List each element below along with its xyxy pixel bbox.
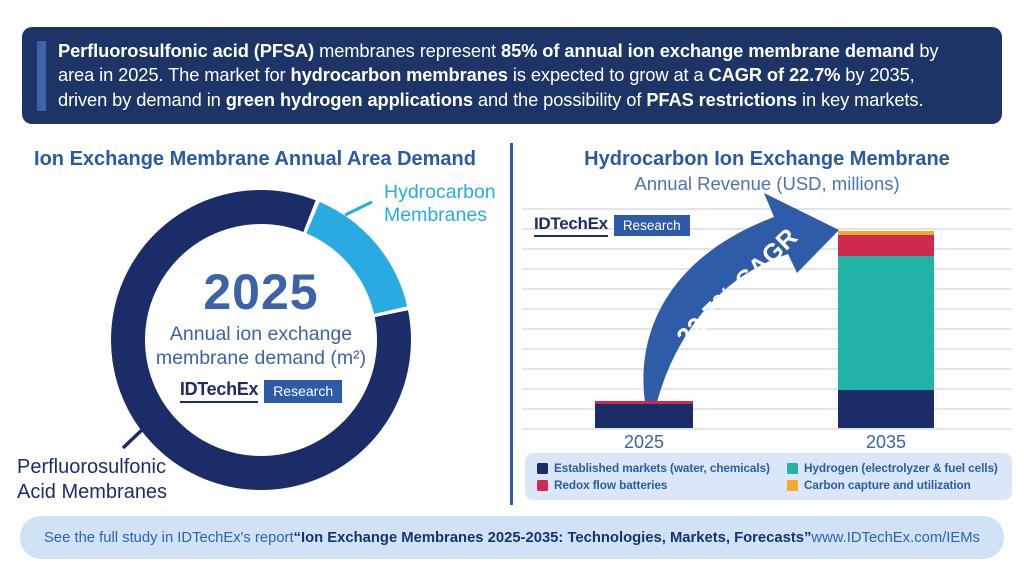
text-segment: PFAS restrictions — [646, 88, 798, 110]
text-segment: in key markets. — [797, 88, 924, 110]
banner-line-2: area in 2025. The market for hydrocarbon… — [58, 63, 938, 88]
idtechex-logo-wordmark: IDTechEx — [534, 214, 608, 237]
cagr-arrow-body — [643, 193, 839, 402]
pfsa-callout-line — [121, 425, 147, 450]
report-title: “Ion Exchange Membranes 2025-2035: Techn… — [293, 529, 812, 546]
gridline — [522, 288, 1012, 290]
text-segment: hydrocarbon membranes — [290, 64, 508, 86]
report-url[interactable]: www.IDTechEx.com/IEMs — [811, 529, 980, 546]
text-segment: area in 2025. The market for — [58, 64, 291, 86]
legend-label: Redox flow batteries — [554, 478, 668, 492]
text-segment: Perfluorosulfonic acid (PFSA) — [58, 39, 315, 61]
legend: Established markets (water, chemicals) Hy… — [525, 453, 1012, 500]
donut-chart-title: Ion Exchange Membrane Annual Area Demand — [34, 148, 476, 170]
legend-swatch — [787, 479, 798, 491]
bar-chart-subtitle: Annual Revenue (USD, millions) — [634, 173, 900, 194]
gridline — [522, 208, 1012, 210]
text-segment: by 2035, — [840, 64, 915, 86]
banner-line-3: driven by demand in green hydrogen appli… — [58, 88, 938, 113]
legend-label: Established markets (water, chemicals) — [554, 461, 770, 475]
idtechex-logo-research-badge: Research — [613, 215, 690, 236]
donut-segment-hydrocarbon — [305, 201, 408, 315]
text-segment: 85% of annual ion exchange membrane dema… — [501, 39, 915, 61]
gridline — [522, 408, 1012, 410]
bar-2035-segment — [838, 235, 934, 256]
legend-swatch — [537, 479, 548, 491]
idtechex-logo-chart: IDTechEx Research — [534, 214, 690, 237]
donut-center-subtitle: Annual ion exchange membrane demand (m²) — [155, 323, 367, 369]
summary-banner: Perfluorosulfonic acid (PFSA) membranes … — [22, 27, 1002, 124]
panel-divider — [510, 143, 513, 505]
text-segment: membranes represent — [314, 39, 501, 61]
legend-swatch — [537, 462, 548, 474]
legend-item: Established markets (water, chemicals) — [537, 461, 787, 475]
x-axis-label-2035: 2035 — [865, 432, 907, 452]
text-segment: is expected to grow at a — [507, 64, 709, 86]
hydrocarbon-callout-line — [344, 200, 373, 217]
banner-accent-bar — [37, 40, 46, 111]
pfsa-segment-label: Perfluorosulfonic Acid Membranes — [17, 456, 168, 503]
x-axis-label-2025: 2025 — [623, 432, 665, 452]
banner-line-1: Perfluorosulfonic acid (PFSA) membranes … — [58, 39, 939, 64]
hydrocarbon-segment-label: Hydrocarbon Membranes — [384, 181, 496, 226]
text-segment: green hydrogen applications — [225, 88, 473, 110]
legend-item: Carbon capture and utilization — [787, 478, 1012, 492]
legend-label: Carbon capture and utilization — [804, 478, 971, 492]
bar-2035-segment — [838, 256, 934, 390]
gridline — [522, 368, 1012, 370]
bar-2025-segment — [595, 404, 693, 428]
gridline — [522, 328, 1012, 330]
text-segment: and the possibility of — [472, 88, 647, 110]
bar-2035-segment — [838, 231, 934, 235]
legend-swatch — [787, 462, 798, 474]
donut-center: 2025 Annual ion exchange membrane demand… — [110, 264, 412, 403]
cagr-arrow: 22.7% CAGR — [643, 193, 839, 402]
text-segment: CAGR of 22.7% — [708, 64, 841, 86]
donut-center-year: 2025 — [203, 264, 319, 320]
gridline — [522, 348, 1012, 350]
text-segment: See the full study in IDTechEx's report — [44, 529, 294, 546]
legend-label: Hydrogen (electrolyzer & fuel cells) — [804, 461, 998, 475]
gridline — [522, 428, 1012, 430]
donut-chart — [111, 190, 411, 490]
bar-chart-panel: Hydrocarbon Ion Exchange Membrane Annual… — [510, 140, 1024, 520]
idtechex-logo-wordmark: IDTechEx — [179, 379, 258, 403]
donut-ring — [111, 190, 411, 490]
legend-item: Redox flow batteries — [537, 478, 787, 492]
bar-2035-segment — [838, 390, 934, 428]
bar-chart-title: Hydrocarbon Ion Exchange Membrane — [584, 148, 950, 170]
banner-text: Perfluorosulfonic acid (PFSA) membranes … — [58, 39, 939, 113]
gridline — [522, 308, 1012, 310]
footer-banner: See the full study in IDTechEx's report … — [20, 516, 1004, 559]
idtechex-logo: IDTechEx Research — [179, 379, 343, 403]
bar-2025-segment — [595, 401, 693, 404]
text-segment: by — [914, 39, 939, 61]
gridline — [522, 388, 1012, 390]
idtechex-logo-research-badge: Research — [264, 379, 343, 403]
text-segment: driven by demand in — [58, 88, 226, 110]
gridline — [522, 268, 1012, 270]
legend-item: Hydrogen (electrolyzer & fuel cells) — [787, 461, 1012, 475]
